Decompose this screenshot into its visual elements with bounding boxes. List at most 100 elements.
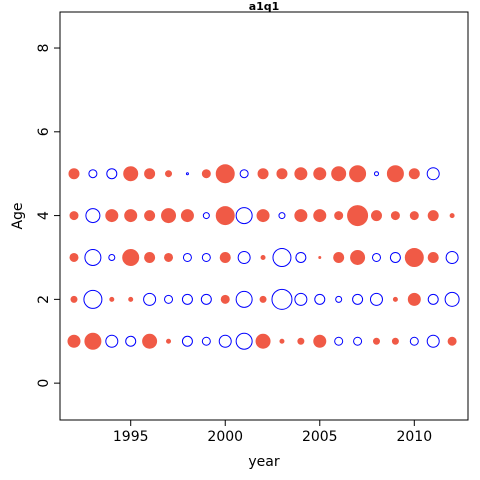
x-tick-label: 2000 [207,429,243,445]
bubble [67,334,81,348]
bubble [408,168,420,180]
bubble [200,293,212,305]
bubble [372,337,380,345]
bubble [84,248,102,266]
bubble [334,336,344,346]
bubble [272,247,292,267]
bubble [185,172,189,176]
bubble [125,335,137,347]
bubble [122,248,140,266]
bubble [164,294,174,304]
bubble [259,295,267,303]
bubble [333,251,345,263]
bubble [144,210,156,222]
bubble [83,289,103,309]
bubble [85,208,101,224]
bubble [347,205,369,227]
bubble [108,253,116,261]
bubble [409,336,419,346]
bubble [256,209,270,223]
bubble [427,210,439,222]
y-tick-label: 4 [36,211,52,220]
bubble [69,211,79,221]
bubble [143,292,157,306]
chart-title: a1q1 [249,0,280,13]
bubble [313,334,327,348]
bubble [215,206,235,226]
bubble [70,295,78,303]
y-tick-label: 0 [36,379,52,388]
bubble [331,166,347,182]
bubble [279,338,285,344]
bubble [235,332,253,350]
bubble [369,292,383,306]
bubble [235,207,253,225]
bubble [370,210,382,222]
y-tick-label: 8 [36,44,52,53]
bubble [144,251,156,263]
bubble [314,293,326,305]
bubble [407,292,421,306]
bubble [335,295,343,303]
bubble [349,165,367,183]
bubble [69,252,79,262]
bubble [109,296,115,302]
bubble [180,209,194,223]
bubble [352,293,364,305]
bubble [294,167,308,181]
bubble [353,336,363,346]
bubble [392,296,398,302]
bubble [313,167,327,181]
bubble [202,212,210,220]
bubble [237,250,251,264]
bubble [409,211,419,221]
bubble [105,334,119,348]
bubble [295,251,307,263]
bubble [260,254,266,260]
bubble [278,212,286,220]
x-tick-label: 2005 [302,429,338,445]
bubble [445,250,459,264]
bubble [294,209,308,223]
bubble [276,168,288,180]
bubble [444,291,460,307]
bubble [88,169,98,179]
bubble [182,252,192,262]
bubble [313,209,327,223]
bubble [297,337,305,345]
x-tick-label: 1995 [113,429,149,445]
bubble [427,251,439,263]
bubble [164,252,174,262]
bubble [68,168,80,180]
bubble [386,165,404,183]
x-tick-label: 2010 [396,429,432,445]
bubble [318,255,322,259]
bubble [181,335,193,347]
bubble [350,249,366,265]
bubble [373,171,379,177]
bubble [165,170,173,178]
bubble [166,338,172,344]
bubble [144,168,156,180]
y-axis-label: Age [10,202,26,229]
bubble [257,168,269,180]
bubble [201,169,211,179]
bubble [106,168,118,180]
bubble [123,166,139,182]
bubble [105,209,119,223]
bubble [426,334,440,348]
bubble [84,332,102,350]
bubble [128,296,134,302]
bubble [390,211,400,221]
y-tick-label: 2 [36,295,52,304]
bubble [371,252,381,262]
bubble [142,333,158,349]
bubble [271,288,293,310]
bubble [294,292,308,306]
bubble [220,294,230,304]
bubble [124,209,138,223]
bubble [161,208,177,224]
bubble [427,293,439,305]
bubble [449,213,455,219]
